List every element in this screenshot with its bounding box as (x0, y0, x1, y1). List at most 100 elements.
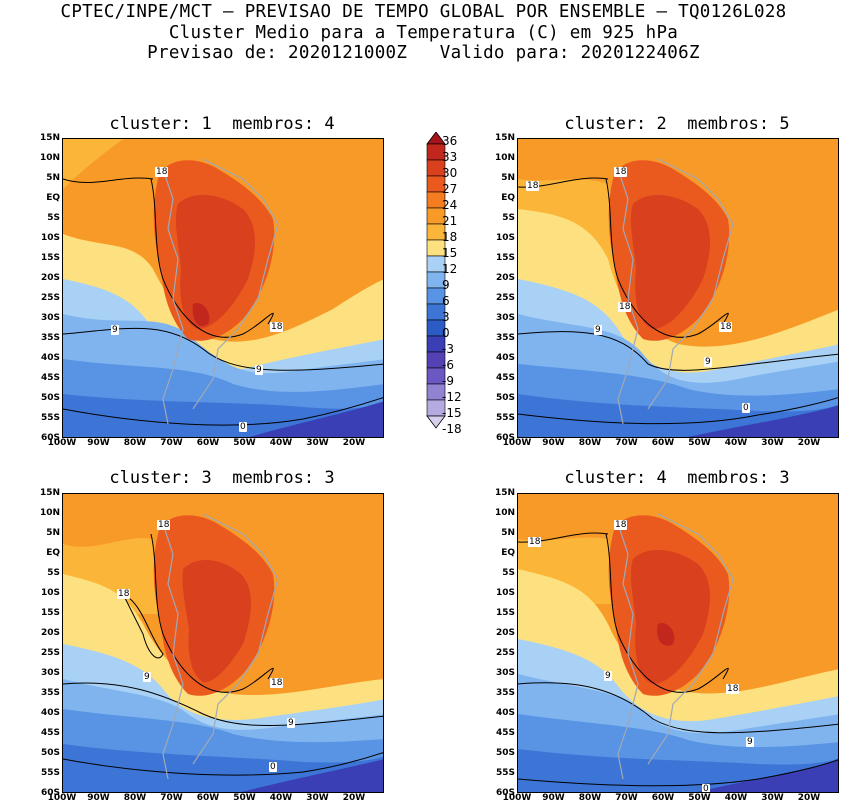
colorbar-label: 3 (442, 310, 450, 324)
header-line-2: Cluster Medio para a Temperatura (C) em … (168, 23, 679, 43)
lon-tick-label: 70W (615, 438, 638, 448)
lat-tick-label: 20S (40, 273, 60, 283)
lat-tick-label: 25S (495, 293, 515, 303)
lat-tick-label: 50S (495, 748, 515, 758)
contour-label: 18 (270, 322, 284, 332)
contour-label: 0 (742, 403, 750, 413)
lon-tick-label: 90W (87, 438, 110, 448)
lat-tick-label: 40S (495, 353, 515, 363)
lon-tick-label: 20W (797, 438, 821, 448)
colorbar-label: 30 (442, 166, 458, 180)
lat-tick-label: EQ (46, 193, 60, 203)
contour-label: 18 (719, 322, 733, 332)
lat-tick-label: 30S (495, 668, 515, 678)
colorbar-label: 6 (442, 294, 450, 308)
panel-title-4: cluster: 4 membros: 3 (564, 468, 790, 488)
lat-tick-label: 5S (502, 213, 515, 223)
lat-tick-label: 5N (501, 528, 515, 538)
lon-tick-label: 80W (578, 793, 602, 803)
contour-label: 9 (704, 357, 712, 367)
lon-tick-label: 20W (342, 793, 366, 803)
colorbar-label: -3 (442, 342, 454, 356)
map-panel-3: 18 18 9 18 9 0 (62, 493, 384, 793)
lat-tick-label: 20S (495, 273, 515, 283)
lon-tick-label: 60W (651, 438, 675, 448)
lat-tick-label: 15N (39, 488, 60, 498)
lat-tick-label: 40S (495, 708, 515, 718)
lat-tick-label: 25S (495, 648, 515, 658)
contour-label: 18 (117, 589, 131, 599)
colorbar (420, 132, 480, 444)
lat-tick-label: 10N (494, 153, 515, 163)
map-panel-1: 18 9 18 9 0 (62, 138, 384, 438)
lon-tick-label: 30W (306, 438, 329, 448)
colorbar-label: -6 (442, 358, 454, 372)
contour-label: 18 (614, 167, 628, 177)
lat-tick-label: 45S (495, 728, 515, 738)
contour-label: 9 (111, 325, 119, 335)
temperature-field-1 (63, 139, 383, 437)
map-panel-4: 18 18 9 18 9 0 (517, 493, 839, 793)
lat-tick-label: 15S (40, 608, 60, 618)
lat-tick-label: 55S (40, 768, 60, 778)
lat-tick-label: EQ (46, 548, 60, 558)
panel-title-2: cluster: 2 membros: 5 (564, 114, 790, 134)
lat-tick-label: 50S (40, 748, 60, 758)
colorbar-label: 15 (442, 246, 458, 260)
contour-label: 9 (604, 671, 612, 681)
lon-tick-label: 70W (615, 793, 638, 803)
lon-tick-label: 100W (502, 793, 532, 803)
lat-tick-label: 25S (40, 293, 60, 303)
colorbar-label: 33 (442, 150, 458, 164)
colorbar-label: 21 (442, 214, 458, 228)
colorbar-label: 18 (442, 230, 458, 244)
lat-tick-label: 5S (47, 568, 60, 578)
lon-tick-label: 40W (269, 438, 293, 448)
lon-tick-label: 30W (761, 793, 784, 803)
contour-label: 18 (726, 684, 740, 694)
colorbar-label: 12 (442, 262, 458, 276)
colorbar-label: 0 (442, 326, 450, 340)
lat-tick-label: 50S (40, 393, 60, 403)
contour-label: 9 (287, 718, 295, 728)
lat-tick-label: 10S (40, 588, 60, 598)
temperature-field-3 (63, 494, 383, 792)
lat-tick-label: 5N (46, 173, 60, 183)
colorbar-label: -18 (442, 422, 462, 436)
lon-tick-label: 50W (688, 793, 711, 803)
lat-tick-label: 60S (40, 433, 60, 443)
lat-tick-label: 45S (495, 373, 515, 383)
lat-tick-label: EQ (501, 548, 515, 558)
contour-label: 18 (526, 181, 540, 191)
contour-label: 9 (746, 737, 754, 747)
colorbar-label: 9 (442, 278, 450, 292)
panel-title-3: cluster: 3 membros: 3 (109, 468, 335, 488)
header-line-1: CPTEC/INPE/MCT – PREVISAO DE TEMPO GLOBA… (60, 2, 787, 22)
header-line-3: Previsao de: 2020121000Z Valido para: 20… (147, 43, 700, 63)
lat-tick-label: 55S (495, 768, 515, 778)
lat-tick-label: 40S (40, 708, 60, 718)
lon-tick-label: 90W (542, 793, 565, 803)
colorbar-label: 36 (442, 134, 458, 148)
lon-tick-label: 20W (342, 438, 366, 448)
lat-tick-label: 50S (495, 393, 515, 403)
contour-label: 18 (618, 302, 632, 312)
lat-tick-label: 35S (495, 333, 515, 343)
lat-tick-label: 15N (494, 133, 515, 143)
lon-tick-label: 40W (724, 438, 748, 448)
lat-tick-label: 30S (495, 313, 515, 323)
colorbar-min-arrow (426, 415, 446, 429)
lon-tick-label: 70W (160, 438, 183, 448)
lat-tick-label: 35S (495, 688, 515, 698)
contour-label: 0 (269, 762, 277, 772)
colorbar-label: -15 (442, 406, 462, 420)
lon-tick-label: 90W (542, 438, 565, 448)
lon-tick-label: 80W (123, 438, 147, 448)
contour-label: 18 (155, 167, 169, 177)
panel-title-1: cluster: 1 membros: 4 (109, 114, 335, 134)
lat-tick-label: 20S (40, 628, 60, 638)
lat-tick-label: 10N (494, 508, 515, 518)
contour-label: 0 (239, 422, 247, 432)
lon-tick-label: 50W (688, 438, 711, 448)
contour-label: 18 (614, 520, 628, 530)
